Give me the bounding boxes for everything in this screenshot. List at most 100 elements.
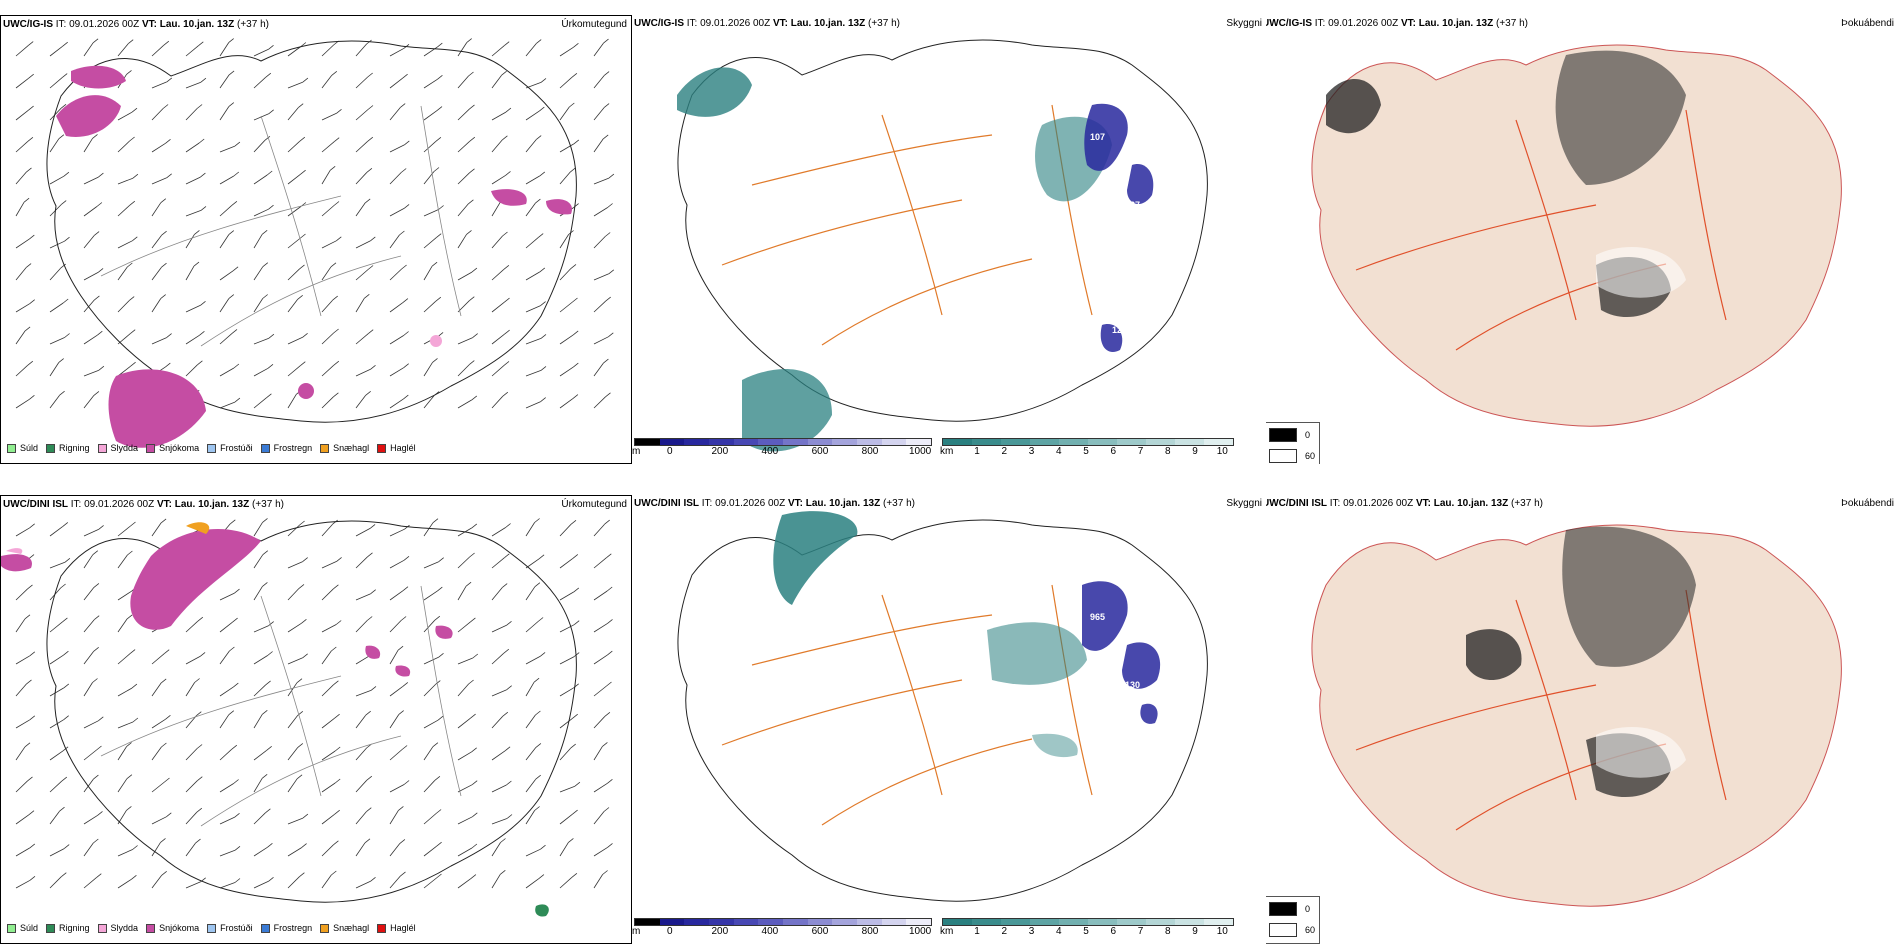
wind-barb-shaft	[219, 650, 230, 665]
wind-barb-feather	[471, 523, 478, 529]
wind-barb-feather	[471, 395, 478, 401]
map-value-label: 122	[1112, 213, 1128, 223]
colorbar-segment	[733, 919, 759, 925]
vt-label: VT:	[156, 499, 172, 510]
wind-barb-shaft	[49, 561, 66, 569]
wind-barb-shaft	[491, 395, 504, 409]
wind-barb-shaft	[525, 714, 536, 729]
snow-area	[435, 625, 453, 639]
it-value: 09.01.2026 00Z	[1343, 498, 1414, 509]
precip-legend-label: Snæhagl	[333, 443, 370, 453]
wind-barb-feather	[534, 582, 541, 588]
wind-barb-feather	[126, 614, 133, 620]
wind-barb-shaft	[389, 172, 402, 185]
wind-barb-shaft	[49, 175, 65, 185]
wind-barb-shaft	[287, 747, 299, 761]
wind-barb-feather	[505, 171, 511, 176]
wind-barb-shaft	[491, 842, 501, 857]
wind-barb-feather	[571, 872, 578, 878]
wind-barb-feather	[397, 645, 404, 651]
wind-barb-shaft	[15, 141, 29, 153]
wind-barb-shaft	[219, 234, 230, 249]
wind-barb-shaft	[287, 365, 301, 377]
wind-barb-shaft	[219, 714, 230, 729]
wind-barb-feather	[540, 366, 547, 371]
wind-barb-feather	[435, 233, 442, 239]
wind-barb-feather	[469, 104, 475, 110]
colorbar-segment	[881, 439, 907, 445]
wind-barb-shaft	[219, 621, 233, 633]
iceland-land	[1311, 44, 1842, 427]
precip-legend-item: Snjókoma	[146, 443, 199, 453]
map-value-label: 130	[1125, 680, 1141, 690]
map-value-label: 122	[1108, 178, 1124, 188]
colorbar-segment	[807, 919, 833, 925]
wind-barb-shaft	[457, 42, 468, 57]
wind-barb-feather	[605, 296, 611, 302]
wind-barb-feather	[539, 171, 546, 177]
wind-barb-shaft	[593, 336, 609, 345]
wind-barb-shaft	[355, 842, 366, 857]
wind-barb-feather	[198, 138, 205, 144]
wind-barb-feather	[367, 105, 374, 110]
wind-barb-feather	[436, 106, 443, 111]
wind-barb-shaft	[15, 618, 26, 633]
wind-barb-feather	[432, 518, 439, 524]
colorbar-segment	[1204, 919, 1233, 925]
wind-barb-feather	[265, 72, 272, 78]
wind-barb-feather	[162, 104, 169, 109]
roads	[100, 105, 462, 347]
wind-barb-feather	[400, 871, 406, 877]
colorbar-segment	[783, 439, 808, 445]
wind-barb-shaft	[117, 177, 134, 185]
wind-barb-shaft	[253, 367, 269, 377]
wind-barb-feather	[540, 397, 546, 402]
wind-barb-feather	[198, 41, 204, 47]
wind-barb-feather	[571, 72, 578, 78]
wind-barb-feather	[537, 233, 544, 238]
colorbar-tick-label: 8	[1165, 926, 1171, 937]
wind-barb-feather	[574, 781, 581, 787]
wind-barb-feather	[607, 843, 613, 848]
wind-barb-feather	[403, 394, 409, 400]
precip-legend-label: Snæhagl	[333, 923, 370, 933]
wind-barb-shaft	[457, 751, 472, 761]
wind-barb-feather	[196, 807, 203, 813]
wind-barb-feather	[603, 807, 610, 812]
wind-barb-feather	[535, 39, 542, 44]
wind-barb-shaft	[423, 845, 437, 857]
precip-legend-swatch	[46, 923, 56, 933]
wind-barb-shaft	[117, 300, 130, 313]
wind-barb-feather	[194, 230, 200, 235]
wind-barb-shaft	[457, 717, 471, 729]
wind-barb-shaft	[457, 657, 473, 665]
wind-barb-feather	[302, 813, 309, 819]
wind-barb-shaft	[49, 750, 64, 761]
low-visibility-area	[677, 67, 752, 117]
wind-barb-feather	[234, 812, 240, 818]
wind-barb-shaft	[15, 398, 30, 409]
wind-barb-feather	[437, 42, 443, 48]
wind-barb-shaft	[49, 394, 60, 409]
wind-barb-feather	[64, 557, 71, 563]
colorbar-segment	[1059, 439, 1088, 445]
it-value: 09.01.2026 00Z	[69, 19, 140, 30]
model-name: UWC/IG-IS	[3, 19, 53, 30]
wind-barb-feather	[403, 555, 410, 561]
wind-barb-feather	[131, 683, 138, 689]
wind-barb-shaft	[117, 849, 133, 857]
wind-barb-feather	[164, 777, 170, 783]
wind-barb-feather	[403, 363, 409, 369]
wind-barb-shaft	[151, 718, 166, 729]
wind-barb-feather	[234, 588, 240, 594]
wind-barb-shaft	[525, 338, 542, 345]
precip-legend-label: Rigning	[59, 443, 90, 453]
wind-barb-feather	[402, 73, 408, 79]
wind-barb-shaft	[559, 524, 572, 537]
it-label: IT:	[686, 18, 698, 29]
wind-barb-shaft	[457, 364, 470, 377]
colorbar-tick-label: 6	[1110, 446, 1117, 457]
wind-barb-feather	[126, 742, 132, 747]
wind-barb-feather	[438, 652, 444, 658]
colorbar-segment	[1117, 919, 1146, 925]
